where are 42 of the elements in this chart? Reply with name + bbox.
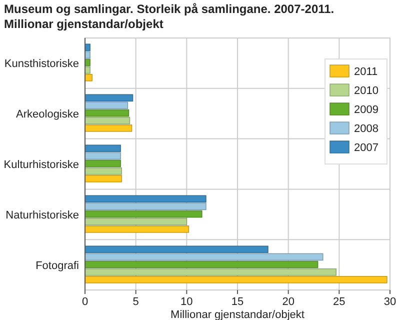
y-tick-label: Kunsthistoriske (4, 58, 79, 70)
x-tick-label: 5 (132, 296, 139, 308)
x-axis-title: Millionar gjenstandar/objekt (170, 309, 304, 320)
bar (84, 109, 130, 117)
bar (84, 74, 92, 82)
legend-label: 2011 (354, 66, 378, 78)
bar (84, 246, 268, 253)
bar (84, 167, 122, 175)
legend-label: 2007 (354, 142, 378, 154)
chart-subtitle: Millionar gjenstandar/objekt (4, 17, 164, 31)
y-tick-label: Kulturhistoriske (4, 159, 79, 171)
bar (84, 44, 90, 51)
x-tick-label: 25 (333, 296, 346, 308)
bar (84, 94, 134, 102)
bar (84, 276, 388, 284)
bar (84, 210, 202, 218)
bar (84, 268, 336, 276)
legend-label: 2009 (354, 104, 378, 116)
y-tick-label: Naturhistoriske (6, 210, 79, 222)
bar (84, 202, 206, 210)
y-tick-label: Arkeologiske (16, 108, 79, 120)
x-tick-label: 20 (282, 296, 294, 308)
bar (84, 102, 128, 110)
legend-label: 2010 (354, 85, 378, 97)
bar (84, 116, 130, 124)
bar (84, 218, 188, 226)
bar (84, 195, 206, 202)
bar (84, 175, 122, 182)
legend-label: 2008 (354, 123, 378, 135)
x-tick-label: 30 (384, 296, 396, 308)
bar (84, 152, 121, 160)
x-tick-label: 0 (82, 296, 88, 308)
bar (84, 226, 190, 233)
bar (84, 160, 121, 168)
x-tick-label: 10 (180, 296, 193, 308)
bar (84, 144, 121, 152)
y-tick-label: Fotografi (36, 260, 79, 272)
chart-title: Museum og samlingar. Storleik på samlingane. 2007-2011. (4, 2, 334, 16)
bar (84, 124, 132, 132)
x-tick-label: 15 (231, 296, 244, 308)
bar (84, 253, 324, 261)
bar (84, 260, 318, 268)
